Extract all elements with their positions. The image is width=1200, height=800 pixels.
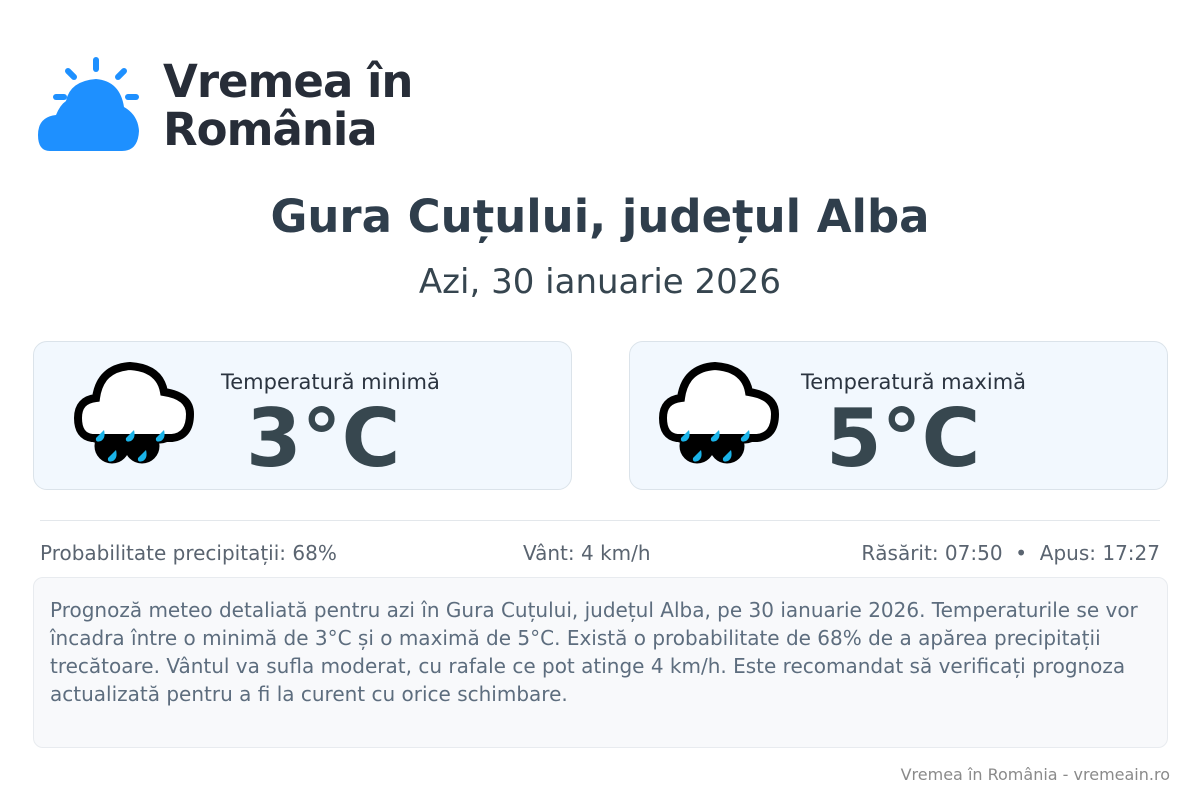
max-temp-label: Temperatură maximă xyxy=(801,370,1027,394)
max-temp-card: Temperatură maximă 5°C xyxy=(629,341,1168,490)
rain-cloud-icon xyxy=(73,361,195,464)
max-temp-value: 5°C xyxy=(826,392,981,485)
sun-times-stat: Răsărit: 07:50 • Apus: 17:27 xyxy=(861,541,1160,565)
footer-credit: Vremea în România - vremeain.ro xyxy=(900,765,1170,784)
rain-cloud-icon xyxy=(658,361,780,464)
min-temp-card: Temperatură minimă 3°C xyxy=(33,341,572,490)
divider xyxy=(40,520,1160,521)
forecast-description: Prognoză meteo detaliată pentru azi în G… xyxy=(33,577,1168,748)
date-subtitle: Azi, 30 ianuarie 2026 xyxy=(418,262,782,302)
sun-cloud-logo-icon xyxy=(38,57,139,151)
brand-name: Vremea în România xyxy=(163,55,413,156)
min-temp-label: Temperatură minimă xyxy=(221,370,440,394)
min-temp-value: 3°C xyxy=(246,392,401,485)
page-title: Gura Cuțului, județul Alba xyxy=(270,190,930,243)
brand-line1: Vremea în xyxy=(163,55,413,108)
logo: Vremea în România xyxy=(36,55,416,160)
wind-stat: Vânt: 4 km/h xyxy=(523,541,651,565)
precipitation-stat: Probabilitate precipitații: 68% xyxy=(40,541,337,565)
brand-line2: România xyxy=(163,103,378,156)
